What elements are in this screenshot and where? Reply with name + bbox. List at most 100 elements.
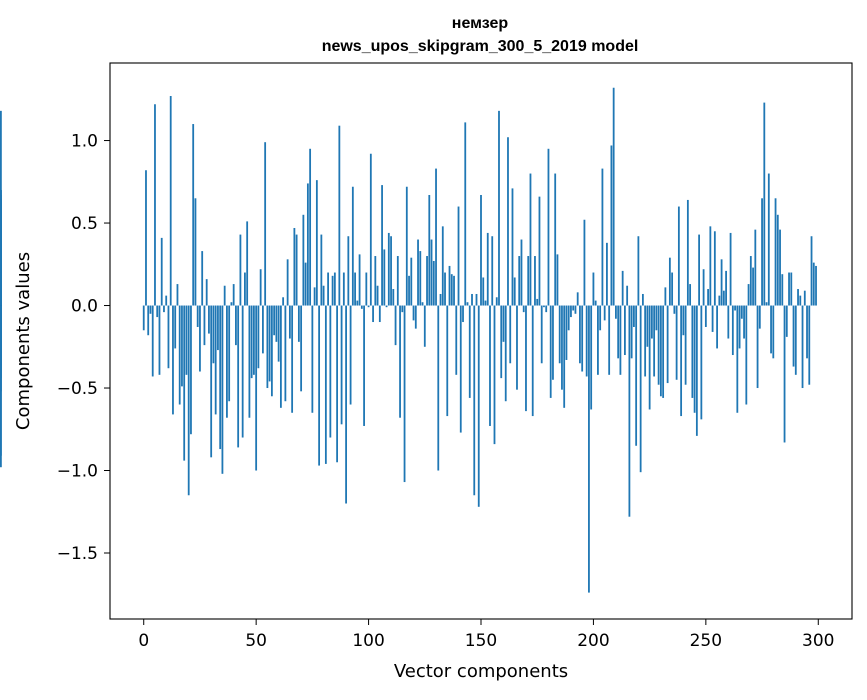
bar-undefined bbox=[0, 305, 2, 468]
bar-40 bbox=[232, 284, 235, 306]
bar-175 bbox=[536, 298, 539, 306]
bar-148 bbox=[475, 293, 478, 306]
bar-72 bbox=[304, 262, 307, 306]
bar-192 bbox=[574, 305, 577, 314]
bar-247 bbox=[698, 234, 700, 306]
bar-183 bbox=[554, 173, 557, 306]
bar-194 bbox=[579, 305, 581, 364]
bar-undefined bbox=[0, 199, 2, 306]
bar-26 bbox=[201, 251, 204, 306]
bar-282 bbox=[776, 214, 779, 306]
bar-236 bbox=[673, 305, 676, 314]
bar-143 bbox=[464, 122, 467, 306]
bar-251 bbox=[707, 289, 709, 306]
bar-59 bbox=[275, 305, 278, 342]
x-tick-label: 100 bbox=[352, 631, 384, 651]
bar-54 bbox=[264, 142, 267, 306]
bar-167 bbox=[518, 256, 521, 306]
bar-3 bbox=[149, 305, 152, 314]
bar-127 bbox=[428, 194, 431, 306]
bar-5 bbox=[154, 104, 156, 306]
bar-261 bbox=[729, 232, 732, 306]
bar-179 bbox=[545, 305, 548, 313]
bar-216 bbox=[628, 305, 631, 517]
bar-248 bbox=[700, 305, 703, 420]
bar-161 bbox=[504, 305, 507, 402]
bar-217 bbox=[630, 305, 633, 359]
bar-79 bbox=[320, 234, 323, 306]
bar-34 bbox=[219, 305, 222, 450]
bar-100 bbox=[367, 305, 370, 308]
y-tick-label: 0.0 bbox=[71, 297, 98, 317]
bar-113 bbox=[396, 256, 399, 306]
bar-225 bbox=[648, 305, 651, 410]
bar-176 bbox=[538, 196, 541, 306]
bar-13 bbox=[172, 305, 174, 415]
bar-276 bbox=[763, 102, 766, 306]
bar-109 bbox=[387, 232, 390, 306]
bar-93 bbox=[351, 186, 354, 306]
axes-frame bbox=[109, 62, 853, 620]
bar-130 bbox=[435, 168, 437, 306]
bar-77 bbox=[315, 180, 318, 306]
bar-233 bbox=[666, 305, 669, 384]
bar-285 bbox=[783, 305, 786, 443]
y-tick-label: −0.5 bbox=[57, 379, 98, 399]
bar-75 bbox=[311, 305, 314, 413]
bar-269 bbox=[747, 284, 750, 306]
bar-73 bbox=[306, 183, 309, 306]
bar-164 bbox=[511, 188, 514, 306]
bar-263 bbox=[734, 305, 736, 311]
bar-246 bbox=[695, 305, 698, 436]
bar-166 bbox=[516, 305, 518, 390]
bar-227 bbox=[653, 305, 656, 377]
bar-219 bbox=[635, 305, 638, 446]
bar-92 bbox=[349, 305, 352, 405]
bar-163 bbox=[509, 305, 512, 364]
bar-12 bbox=[169, 96, 172, 306]
bar-undefined bbox=[0, 272, 2, 306]
bar-230 bbox=[659, 305, 662, 397]
bar-49 bbox=[253, 305, 255, 375]
bar-150 bbox=[480, 194, 482, 306]
bar-33 bbox=[217, 305, 219, 351]
bar-69 bbox=[297, 305, 300, 342]
bar-101 bbox=[369, 153, 372, 306]
bar-2 bbox=[147, 305, 150, 336]
bar-7 bbox=[158, 305, 161, 375]
bar-9 bbox=[163, 305, 165, 313]
bar-250 bbox=[704, 305, 707, 327]
y-tick-label: 0.5 bbox=[71, 214, 98, 234]
bar-122 bbox=[417, 239, 419, 306]
bar-21 bbox=[190, 305, 192, 435]
bar-229 bbox=[657, 305, 660, 385]
bar-157 bbox=[495, 297, 498, 306]
bar-58 bbox=[273, 305, 276, 336]
bar-149 bbox=[477, 305, 480, 507]
bar-159 bbox=[500, 305, 503, 379]
bar-177 bbox=[540, 305, 543, 364]
bar-226 bbox=[650, 305, 653, 339]
bar-151 bbox=[482, 277, 485, 306]
x-axis-ticks: 0 50 100 150 200 250 300 bbox=[138, 619, 834, 651]
bar-162 bbox=[507, 137, 509, 306]
bar-1 bbox=[145, 170, 147, 306]
bar-290 bbox=[794, 305, 797, 375]
bar-106 bbox=[381, 185, 383, 306]
bar-134 bbox=[444, 272, 446, 306]
bar-23 bbox=[194, 198, 197, 306]
bar-65 bbox=[288, 305, 291, 339]
chart-title-line1: немзер bbox=[452, 15, 509, 32]
bar-181 bbox=[549, 305, 552, 398]
bar-297 bbox=[810, 236, 813, 306]
bar-118 bbox=[408, 275, 410, 306]
bar-296 bbox=[808, 305, 811, 385]
bar-195 bbox=[581, 305, 584, 372]
bar-279 bbox=[770, 305, 772, 354]
bar-283 bbox=[779, 229, 781, 306]
bar-84 bbox=[331, 275, 334, 306]
bar-271 bbox=[752, 267, 754, 306]
x-tick-label: 250 bbox=[690, 631, 722, 651]
bar-252 bbox=[709, 226, 712, 306]
bar-6 bbox=[156, 305, 159, 318]
